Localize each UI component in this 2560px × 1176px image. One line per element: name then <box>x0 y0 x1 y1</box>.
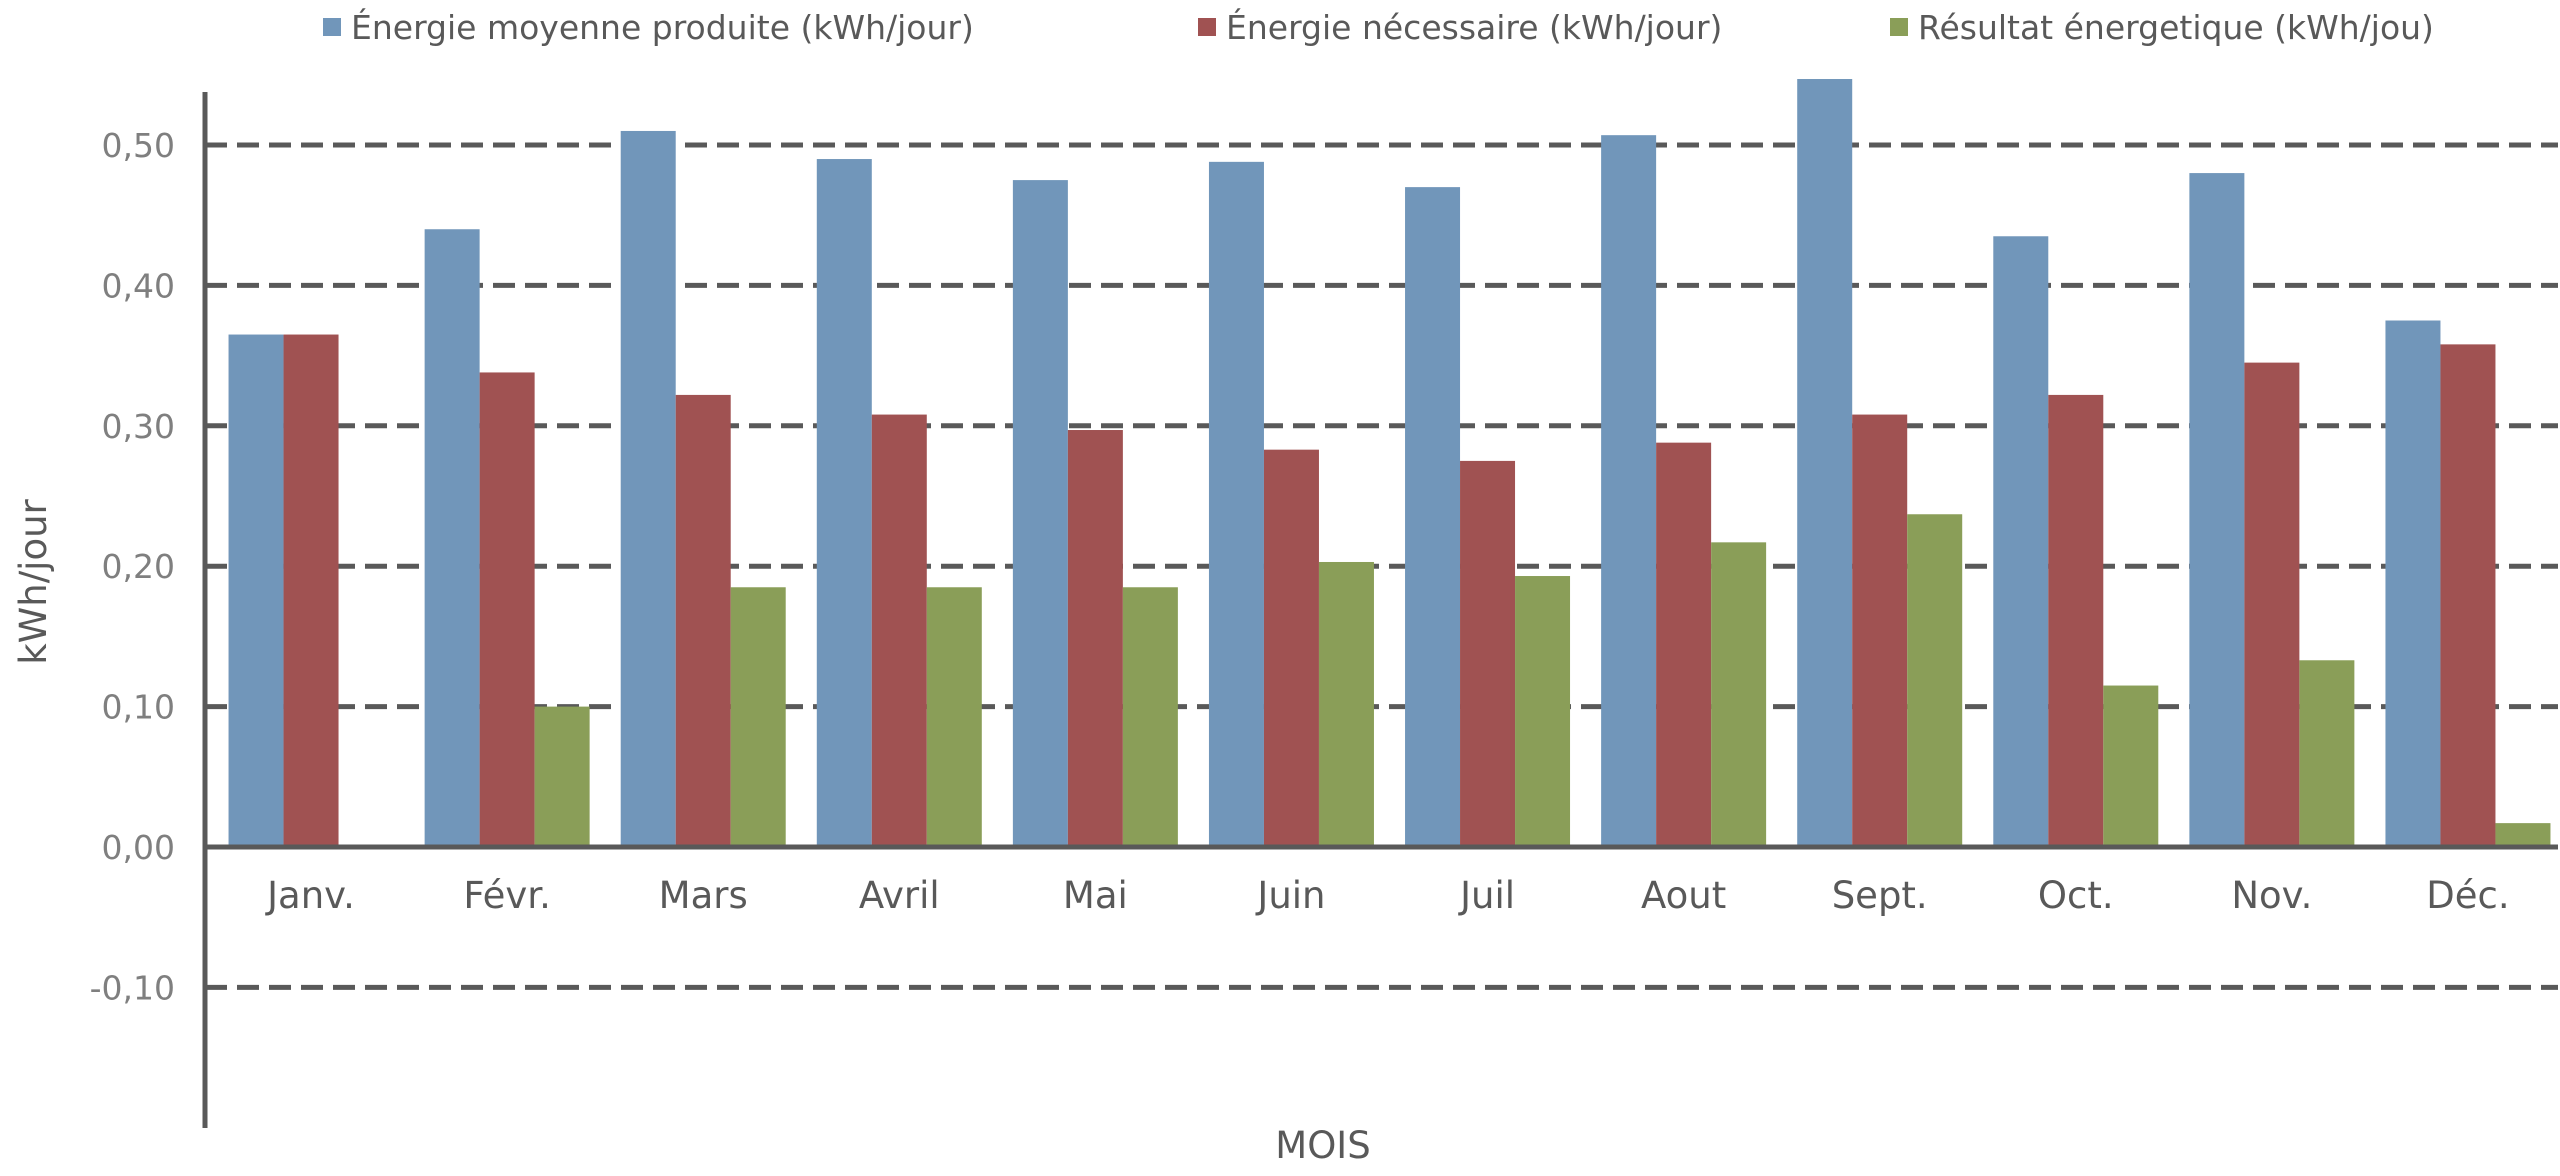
y-tick-label: 0,10 <box>102 688 175 727</box>
bar-3 <box>2495 823 2551 847</box>
bar-3 <box>1711 542 1767 847</box>
x-tick-label: Mars <box>659 874 748 917</box>
bar-2 <box>479 372 535 847</box>
bar-1 <box>1208 161 1264 847</box>
x-tick-label: Juil <box>1458 874 1515 917</box>
y-tick-label: 0,30 <box>102 407 175 446</box>
y-tick-label: 0,50 <box>102 126 175 165</box>
bar-1 <box>424 229 480 848</box>
bar-2 <box>1460 460 1516 847</box>
legend-label: Énergie nécessaire (kWh/jour) <box>1226 7 1722 47</box>
bar-2 <box>675 394 731 847</box>
bar-1 <box>1797 79 1853 847</box>
x-tick-label: Avril <box>859 874 940 917</box>
bar-1 <box>1993 236 2049 847</box>
y-tick-label: -0,10 <box>90 968 175 1007</box>
bar-3 <box>534 706 590 847</box>
bar-3 <box>1122 587 1178 847</box>
x-tick-label: Déc. <box>2426 874 2509 917</box>
axes <box>202 92 2558 1128</box>
legend-label: Résultat énergetique (kWh/jou) <box>1918 8 2434 47</box>
bar-2 <box>2440 344 2496 847</box>
bar-1 <box>1012 180 1068 848</box>
x-tick-label: Oct. <box>2038 874 2114 917</box>
bar-3 <box>2299 660 2355 847</box>
x-tick-label: Janv. <box>265 874 355 917</box>
x-tick-label: Aout <box>1641 874 1726 917</box>
y-tick-label: 0,20 <box>102 547 175 586</box>
legend-label: Énergie moyenne produite (kWh/jour) <box>351 7 974 47</box>
x-tick-label: Févr. <box>463 874 551 917</box>
bar-3 <box>2103 685 2159 847</box>
bar-1 <box>2189 173 2245 847</box>
x-tick-label: Nov. <box>2231 874 2312 917</box>
bar-3 <box>1515 576 1571 847</box>
bar-3 <box>926 587 982 847</box>
legend-swatch <box>323 18 341 36</box>
x-tick-label: Sept. <box>1832 874 1928 917</box>
bar-2 <box>1656 442 1712 847</box>
bar-2 <box>871 414 927 847</box>
y-axis-title: kWh/jour <box>12 498 55 664</box>
bar-2 <box>1067 430 1123 847</box>
bar-3 <box>1907 514 1963 847</box>
bar-2 <box>2048 394 2104 847</box>
x-tick-labels: Janv. Févr. Mars Avril Mai Juin Juil Aout Sept. O… <box>265 874 2510 917</box>
gridlines <box>205 142 2558 990</box>
x-tick-label: Mai <box>1063 874 1128 917</box>
bar-1 <box>816 159 872 848</box>
bar-3 <box>730 587 786 847</box>
y-tick-labels: 0,50 0,40 0,30 0,20 0,10 0,00 -0,10 <box>90 126 175 1007</box>
bar-3 <box>1318 561 1374 847</box>
legend: Énergie moyenne produite (kWh/jour) Énerg… <box>323 7 2434 47</box>
x-tick-label: Juin <box>1255 874 1325 917</box>
bar-1 <box>228 334 284 847</box>
legend-swatch <box>1198 18 1216 36</box>
bar-1 <box>2385 320 2441 847</box>
x-axis-title: MOIS <box>1275 1124 1370 1167</box>
bar-2 <box>1852 414 1908 847</box>
bar-2 <box>1263 449 1319 847</box>
bar-2 <box>283 334 339 847</box>
y-tick-label: 0,00 <box>102 828 175 867</box>
legend-swatch <box>1890 18 1908 36</box>
bar-1 <box>1405 187 1461 847</box>
bar-1 <box>1601 135 1657 847</box>
y-tick-label: 0,40 <box>102 266 175 305</box>
bar-2 <box>2244 362 2300 847</box>
bar-1 <box>620 130 676 847</box>
bars <box>228 79 2551 848</box>
